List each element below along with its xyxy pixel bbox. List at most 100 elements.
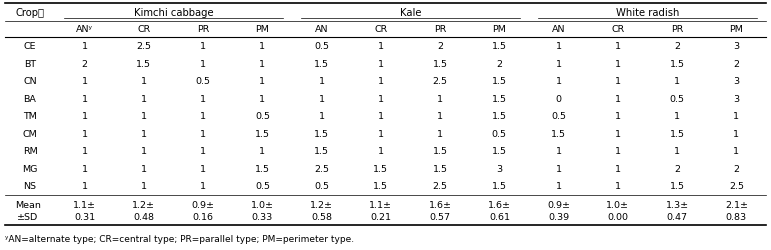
Text: 1: 1 bbox=[556, 182, 561, 190]
Text: 1.5: 1.5 bbox=[492, 147, 507, 156]
Text: ±SD: ±SD bbox=[18, 212, 39, 221]
Text: 1.6±: 1.6± bbox=[488, 200, 511, 209]
Text: 1: 1 bbox=[259, 94, 265, 103]
Text: 1: 1 bbox=[437, 129, 443, 138]
Text: 1: 1 bbox=[615, 77, 621, 86]
Text: 2: 2 bbox=[733, 164, 739, 173]
Text: 1: 1 bbox=[437, 112, 443, 121]
Text: 0.9±: 0.9± bbox=[547, 200, 570, 209]
Text: 1: 1 bbox=[200, 94, 206, 103]
Text: AN: AN bbox=[315, 26, 328, 34]
Text: 1: 1 bbox=[378, 129, 384, 138]
Text: 1: 1 bbox=[733, 112, 739, 121]
Text: CR: CR bbox=[611, 26, 625, 34]
Text: 1.5: 1.5 bbox=[373, 164, 389, 173]
Text: Cropᶙ: Cropᶙ bbox=[15, 8, 45, 18]
Text: PR: PR bbox=[671, 26, 683, 34]
Text: White radish: White radish bbox=[616, 8, 679, 18]
Text: 1: 1 bbox=[556, 147, 561, 156]
Text: 1.5: 1.5 bbox=[492, 182, 507, 190]
Text: PR: PR bbox=[434, 26, 446, 34]
Text: 1: 1 bbox=[733, 147, 739, 156]
Text: 1: 1 bbox=[615, 147, 621, 156]
Text: 0.5: 0.5 bbox=[196, 77, 210, 86]
Text: 3: 3 bbox=[733, 94, 739, 103]
Text: 0.21: 0.21 bbox=[370, 212, 392, 221]
Text: PR: PR bbox=[197, 26, 209, 34]
Text: 1: 1 bbox=[259, 147, 265, 156]
Text: 1.0±: 1.0± bbox=[251, 200, 274, 209]
Text: TM: TM bbox=[23, 112, 37, 121]
Text: 1.0±: 1.0± bbox=[606, 200, 629, 209]
Text: 1: 1 bbox=[615, 112, 621, 121]
Text: 2.5: 2.5 bbox=[433, 182, 448, 190]
Text: 0.5: 0.5 bbox=[314, 42, 329, 51]
Text: 1: 1 bbox=[674, 147, 680, 156]
Text: 1: 1 bbox=[141, 147, 146, 156]
Text: BA: BA bbox=[24, 94, 36, 103]
Text: AN: AN bbox=[552, 26, 565, 34]
Text: 1.5: 1.5 bbox=[255, 129, 270, 138]
Text: 1: 1 bbox=[82, 42, 88, 51]
Text: RM: RM bbox=[22, 147, 37, 156]
Text: 0.5: 0.5 bbox=[492, 129, 507, 138]
Text: 1.5: 1.5 bbox=[314, 60, 329, 68]
Text: 3: 3 bbox=[497, 164, 503, 173]
Text: 2: 2 bbox=[82, 60, 88, 68]
Text: 1: 1 bbox=[141, 94, 146, 103]
Text: 1.1±: 1.1± bbox=[73, 200, 96, 209]
Text: 1: 1 bbox=[200, 112, 206, 121]
Text: 1: 1 bbox=[615, 129, 621, 138]
Text: ANʸ: ANʸ bbox=[76, 26, 93, 34]
Text: 1.5: 1.5 bbox=[255, 164, 270, 173]
Text: Kimchi cabbage: Kimchi cabbage bbox=[133, 8, 214, 18]
Text: 0.39: 0.39 bbox=[548, 212, 569, 221]
Text: 2.5: 2.5 bbox=[729, 182, 744, 190]
Text: 1.2±: 1.2± bbox=[310, 200, 333, 209]
Text: 2: 2 bbox=[733, 60, 739, 68]
Text: 0.33: 0.33 bbox=[252, 212, 273, 221]
Text: 1.5: 1.5 bbox=[551, 129, 566, 138]
Text: 0.58: 0.58 bbox=[311, 212, 332, 221]
Text: 1: 1 bbox=[141, 77, 146, 86]
Text: 1: 1 bbox=[318, 112, 325, 121]
Text: 1: 1 bbox=[82, 129, 88, 138]
Text: 1.1±: 1.1± bbox=[369, 200, 392, 209]
Text: 1: 1 bbox=[378, 112, 384, 121]
Text: 0.47: 0.47 bbox=[667, 212, 688, 221]
Text: 1: 1 bbox=[259, 60, 265, 68]
Text: 0.5: 0.5 bbox=[255, 112, 270, 121]
Text: 1: 1 bbox=[141, 129, 146, 138]
Text: 0.16: 0.16 bbox=[193, 212, 214, 221]
Text: 1.5: 1.5 bbox=[314, 147, 329, 156]
Text: 1: 1 bbox=[141, 164, 146, 173]
Text: 1: 1 bbox=[378, 60, 384, 68]
Text: 1: 1 bbox=[82, 112, 88, 121]
Text: 1: 1 bbox=[378, 147, 384, 156]
Text: 1.5: 1.5 bbox=[670, 60, 685, 68]
Text: 1: 1 bbox=[674, 77, 680, 86]
Text: 1.5: 1.5 bbox=[433, 147, 448, 156]
Text: BT: BT bbox=[24, 60, 36, 68]
Text: 1: 1 bbox=[556, 60, 561, 68]
Text: MG: MG bbox=[22, 164, 38, 173]
Text: 1.5: 1.5 bbox=[433, 60, 448, 68]
Text: Mean: Mean bbox=[15, 200, 41, 209]
Text: 1: 1 bbox=[556, 164, 561, 173]
Text: 0.61: 0.61 bbox=[489, 212, 510, 221]
Text: 2: 2 bbox=[674, 164, 680, 173]
Text: 1: 1 bbox=[674, 112, 680, 121]
Text: 1: 1 bbox=[141, 112, 146, 121]
Text: 1: 1 bbox=[82, 164, 88, 173]
Text: CE: CE bbox=[24, 42, 36, 51]
Text: 0.00: 0.00 bbox=[608, 212, 628, 221]
Text: 1: 1 bbox=[82, 94, 88, 103]
Text: PM: PM bbox=[729, 26, 743, 34]
Text: Kale: Kale bbox=[399, 8, 421, 18]
Text: 1.6±: 1.6± bbox=[429, 200, 452, 209]
Text: 1: 1 bbox=[556, 77, 561, 86]
Text: PM: PM bbox=[255, 26, 269, 34]
Text: 3: 3 bbox=[733, 77, 739, 86]
Text: 1: 1 bbox=[82, 182, 88, 190]
Text: 0.57: 0.57 bbox=[429, 212, 450, 221]
